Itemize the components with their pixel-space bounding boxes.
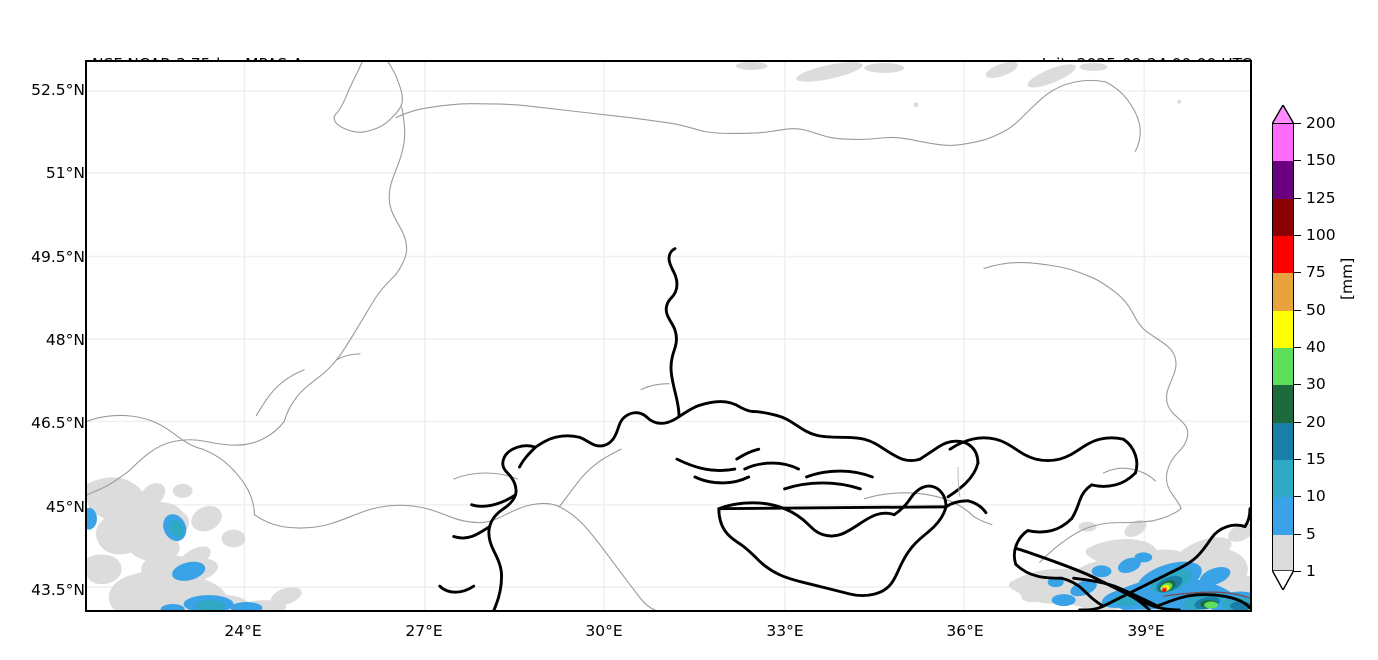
precip-shading-trace [87, 62, 1250, 610]
coastlines [438, 247, 1250, 610]
xtick-label-5: 39°E [1127, 622, 1165, 640]
xtick-label-4: 36°E [946, 622, 984, 640]
colorbar-band-20 [1273, 422, 1293, 460]
colorbar-label-1: 1 [1306, 562, 1316, 580]
colorbar-band-15 [1273, 460, 1293, 498]
colorbar-band-150 [1273, 161, 1293, 199]
colorbar-label-150: 150 [1306, 151, 1336, 170]
colorbar-tick-150 [1294, 160, 1301, 162]
coastline-overlay-southeast [1014, 546, 1181, 610]
xtick-label-1: 27°E [405, 622, 443, 640]
colorbar-tick-40 [1294, 347, 1301, 348]
colorbar-label-40: 40 [1306, 338, 1326, 356]
colorbar-tick-125 [1294, 197, 1301, 199]
colorbar-tick-1 [1294, 571, 1301, 572]
colorbar-tick-75 [1294, 272, 1301, 274]
colorbar-tick-200 [1294, 123, 1301, 124]
colorbar-label-50: 50 [1306, 300, 1326, 319]
colorbar-label-10: 10 [1306, 487, 1326, 506]
faint-internal-line [957, 467, 961, 497]
colorbar-tick-50 [1294, 309, 1301, 311]
ytick-label-1: 51°N [45, 164, 85, 182]
country-borders [87, 62, 1189, 610]
colorbar-tick-30 [1294, 384, 1301, 386]
colorbar-label-15: 15 [1306, 450, 1326, 468]
colorbar-tick-15 [1294, 459, 1301, 460]
colorbar-label-200: 200 [1306, 114, 1336, 132]
ytick-label-6: 43.5°N [31, 581, 85, 599]
colorbar-label-75: 75 [1306, 263, 1326, 282]
ytick-label-0: 52.5°N [31, 81, 85, 99]
colorbar-band-200 [1273, 124, 1293, 162]
colorbar-band-75 [1273, 273, 1293, 311]
precip-shading-light [87, 507, 1250, 610]
precip-shading-extreme-red [1162, 588, 1167, 592]
ytick-label-4: 46.5°N [31, 414, 85, 432]
map-canvas [87, 62, 1250, 610]
colorbar-body [1272, 123, 1294, 572]
map-plot-area [85, 60, 1252, 612]
colorbar-band-40 [1273, 348, 1293, 386]
colorbar-band-30 [1273, 385, 1293, 423]
xtick-label-3: 33°E [766, 622, 804, 640]
xtick-label-2: 30°E [585, 622, 623, 640]
colorbar-label-100: 100 [1306, 226, 1336, 244]
colorbar-label-5: 5 [1306, 524, 1316, 543]
colorbar-band-50 [1273, 310, 1293, 348]
colorbar-band-100 [1273, 236, 1293, 274]
secondary-border-southeast [1163, 591, 1250, 599]
colorbar: 200 150 125 100 75 50 40 30 20 15 10 5 1 [1272, 105, 1336, 590]
colorbar-band-125 [1273, 198, 1293, 236]
colorbar-label-20: 20 [1306, 412, 1326, 431]
ytick-label-3: 48°N [45, 331, 85, 349]
colorbar-over-arrow [1272, 105, 1294, 124]
colorbar-tick-100 [1294, 235, 1301, 236]
colorbar-band-5 [1273, 534, 1293, 572]
colorbar-tick-5 [1294, 533, 1301, 535]
xtick-label-0: 24°E [224, 622, 262, 640]
colorbar-band-10 [1273, 497, 1293, 535]
colorbar-label-30: 30 [1306, 375, 1326, 394]
colorbar-tick-20 [1294, 421, 1301, 423]
colorbar-tick-10 [1294, 496, 1301, 498]
ytick-label-2: 49.5°N [31, 248, 85, 266]
gridlines [87, 62, 1250, 610]
ytick-label-5: 45°N [45, 498, 85, 516]
colorbar-under-arrow [1272, 570, 1294, 590]
colorbar-unit-label: [mm] [1338, 257, 1356, 300]
colorbar-label-125: 125 [1306, 188, 1336, 207]
